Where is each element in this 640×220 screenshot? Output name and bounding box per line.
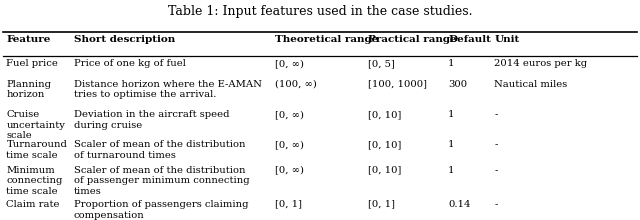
Text: [0, 5]: [0, 5] [368,59,395,68]
Text: Distance horizon where the E-AMAN
tries to optimise the arrival.: Distance horizon where the E-AMAN tries … [74,80,262,99]
Text: Deviation in the aircraft speed
during cruise: Deviation in the aircraft speed during c… [74,110,229,130]
Text: Claim rate: Claim rate [6,200,60,209]
Text: Nautical miles: Nautical miles [494,80,567,89]
Text: Planning
horizon: Planning horizon [6,80,51,99]
Text: Proportion of passengers claiming
compensation: Proportion of passengers claiming compen… [74,200,248,220]
Text: [0, 1]: [0, 1] [275,200,302,209]
Text: 2014 euros per kg: 2014 euros per kg [494,59,588,68]
Text: [0, 1]: [0, 1] [368,200,395,209]
Text: Default: Default [448,35,491,44]
Text: Cruise
uncertainty
scale: Cruise uncertainty scale [6,110,65,141]
Text: -: - [494,110,497,119]
Text: 300: 300 [448,80,467,89]
Text: 1: 1 [448,59,454,68]
Text: [0, ∞): [0, ∞) [275,166,304,175]
Text: [0, ∞): [0, ∞) [275,59,304,68]
Text: Scaler of mean of the distribution
of turnaround times: Scaler of mean of the distribution of tu… [74,140,245,160]
Text: Minimum
connecting
time scale: Minimum connecting time scale [6,166,63,196]
Text: Scaler of mean of the distribution
of passenger minimum connecting
times: Scaler of mean of the distribution of pa… [74,166,249,196]
Text: 1: 1 [448,166,454,175]
Text: -: - [494,140,497,149]
Text: -: - [494,200,497,209]
Text: Price of one kg of fuel: Price of one kg of fuel [74,59,186,68]
Text: [0, ∞): [0, ∞) [275,140,304,149]
Text: Fuel price: Fuel price [6,59,58,68]
Text: -: - [494,166,497,175]
Text: 1: 1 [448,110,454,119]
Text: (100, ∞): (100, ∞) [275,80,317,89]
Text: 0.14: 0.14 [448,200,470,209]
Text: Practical range: Practical range [368,35,456,44]
Text: [0, ∞): [0, ∞) [275,110,304,119]
Text: Theoretical range: Theoretical range [275,35,378,44]
Text: Feature: Feature [6,35,51,44]
Text: 1: 1 [448,140,454,149]
Text: [0, 10]: [0, 10] [368,140,401,149]
Text: [0, 10]: [0, 10] [368,110,401,119]
Text: [100, 1000]: [100, 1000] [368,80,427,89]
Text: [0, 10]: [0, 10] [368,166,401,175]
Text: Short description: Short description [74,35,175,44]
Text: Turnaround
time scale: Turnaround time scale [6,140,67,160]
Text: Table 1: Input features used in the case studies.: Table 1: Input features used in the case… [168,6,472,18]
Text: Unit: Unit [494,35,519,44]
